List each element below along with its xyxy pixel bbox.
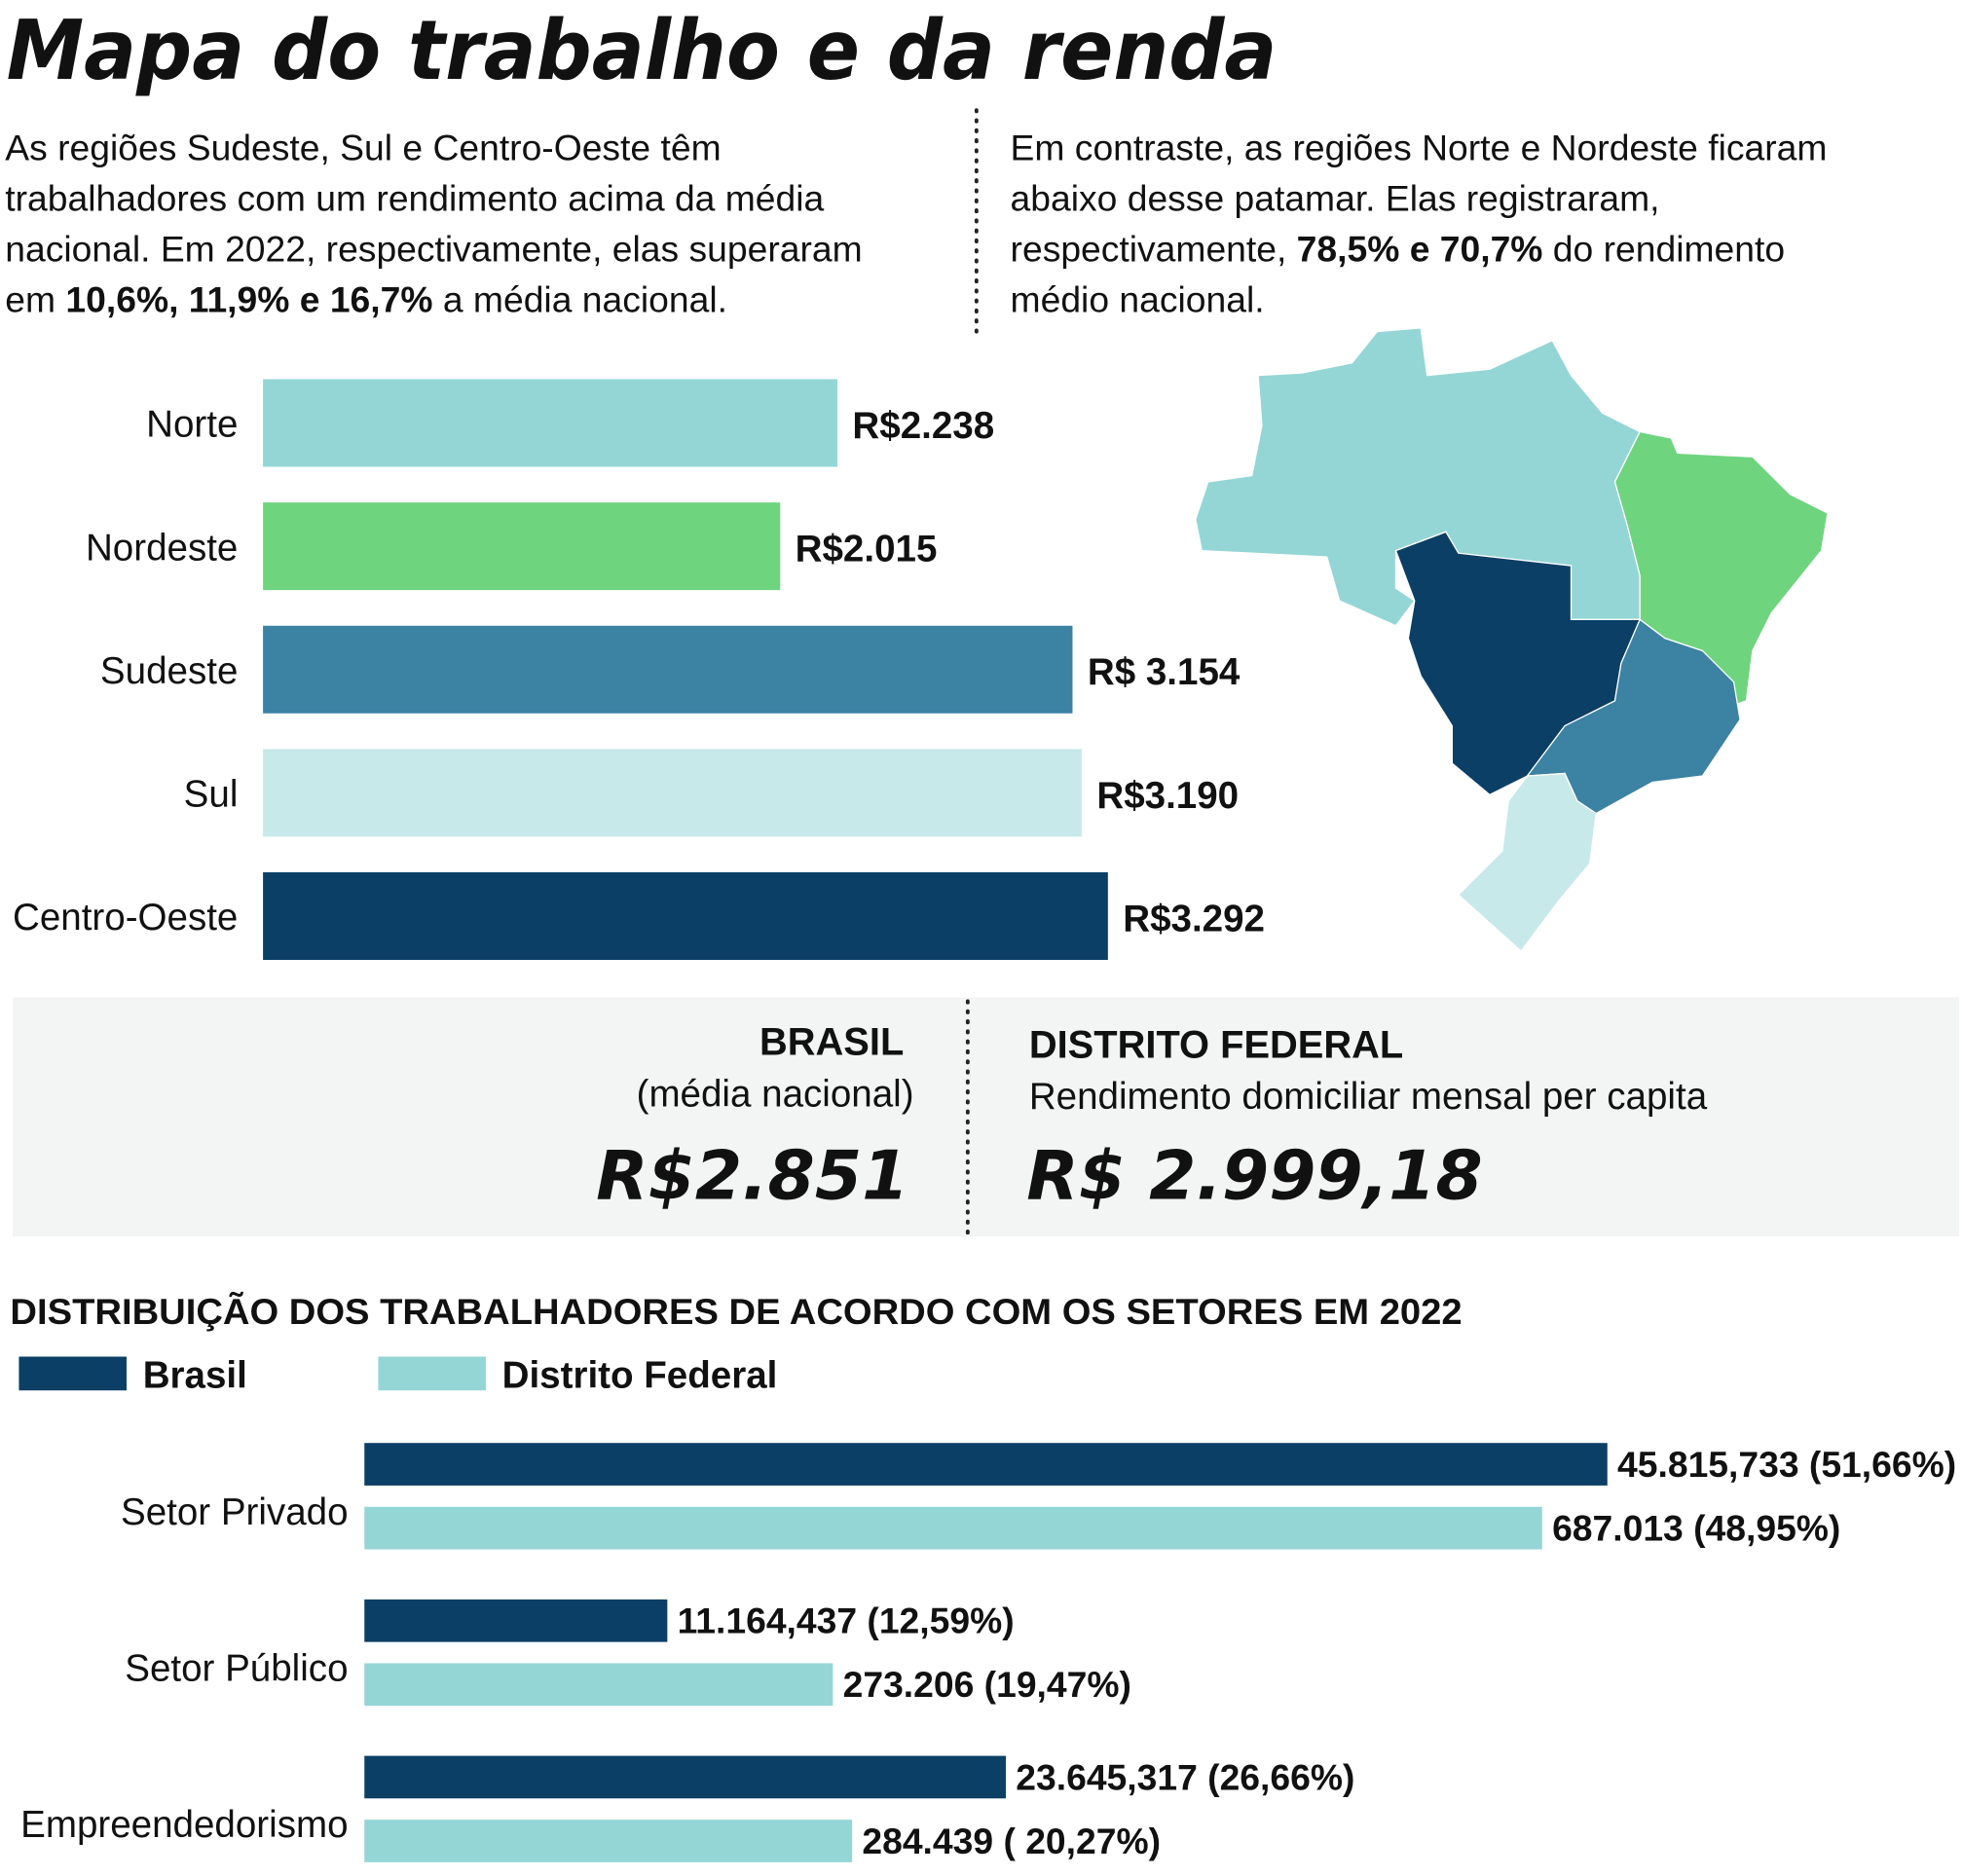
summary-label: BRASIL	[759, 1021, 904, 1064]
bar	[263, 749, 1082, 837]
bar	[364, 1443, 1608, 1486]
summary-value: R$ 2.999,18	[1026, 1138, 1482, 1216]
value-label: R$ 3.154	[1088, 651, 1241, 693]
paragraph-line: respectivamente, 78,5% e 70,7% do rendim…	[1011, 229, 1786, 270]
map	[1195, 327, 1829, 952]
value-label: 284.439 ( 20,27%)	[862, 1821, 1161, 1861]
category-label: Setor Privado	[121, 1491, 349, 1533]
chart-title: DISTRIBUIÇÃO DOS TRABALHADORES DE ACORDO…	[10, 1291, 1462, 1332]
value-label: R$2.015	[796, 529, 938, 570]
text-run: Em contraste, as regiões Norte e Nordest…	[1011, 128, 1828, 168]
legend-swatch	[378, 1356, 486, 1391]
map-region	[1613, 430, 1829, 709]
text-run: a média nacional.	[432, 279, 726, 320]
intro: As regiões Sudeste, Sul e Centro-Oeste t…	[5, 128, 1827, 320]
value-label: 23.645,317 (26,66%)	[1016, 1756, 1354, 1797]
value-label: 45.815,733 (51,66%)	[1617, 1444, 1956, 1485]
paragraph-line: nacional. Em 2022, respectivamente, elas…	[5, 229, 862, 270]
text-run: abaixo desse patamar. Elas registraram,	[1011, 178, 1660, 219]
category-label: Norte	[146, 404, 238, 446]
text-run: respectivamente,	[1011, 229, 1297, 270]
paragraph-line: médio nacional.	[1011, 279, 1265, 320]
category-label: Centro-Oeste	[13, 897, 238, 938]
paragraph-line: Em contraste, as regiões Norte e Nordest…	[1011, 128, 1828, 168]
legend-swatch	[19, 1356, 127, 1391]
value-label: 11.164,437 (12,59%)	[678, 1600, 1015, 1641]
bar	[263, 625, 1073, 714]
bar	[364, 1755, 1007, 1799]
paragraph-line: As regiões Sudeste, Sul e Centro-Oeste t…	[5, 128, 721, 168]
value-label: R$3.292	[1123, 898, 1265, 939]
paragraph-line: em 10,6%, 11,9% e 16,7% a média nacional…	[5, 279, 727, 320]
bar	[263, 872, 1108, 960]
text-run: do rendimento	[1542, 229, 1785, 270]
value-label: R$2.238	[852, 405, 994, 447]
value-label: 273.206 (19,47%)	[843, 1664, 1131, 1705]
title: Mapa do trabalho e da renda	[7, 3, 1278, 99]
text-run: trabalhadores com um rendimento acima da…	[5, 178, 824, 219]
text-run: médio nacional.	[1011, 279, 1265, 320]
category-label: Sul	[184, 774, 239, 816]
value-label: R$3.190	[1096, 775, 1239, 817]
category-label: Empreendedorismo	[20, 1804, 348, 1846]
text-run: nacional. Em 2022, respectivamente, elas…	[5, 229, 862, 270]
category-label: Setor Público	[125, 1647, 348, 1689]
category-label: Nordeste	[86, 527, 238, 569]
value-label: 687.013 (48,95%)	[1552, 1507, 1840, 1548]
legend-label: Distrito Federal	[502, 1355, 778, 1397]
bar	[364, 1820, 853, 1862]
bar	[364, 1506, 1542, 1550]
text-run: As regiões Sudeste, Sul e Centro-Oeste t…	[5, 128, 721, 168]
bar	[364, 1663, 833, 1707]
summary-label: DISTRITO FEDERAL	[1029, 1023, 1403, 1066]
summary-box	[13, 997, 1959, 1237]
bar	[263, 379, 838, 467]
bar	[263, 502, 781, 591]
summary-value: R$2.851	[596, 1138, 908, 1216]
paragraph-line: abaixo desse patamar. Elas registraram,	[1011, 178, 1660, 219]
bold-text: 78,5% e 70,7%	[1297, 229, 1543, 270]
map-region	[1457, 772, 1597, 952]
summary-sublabel: Rendimento domiciliar mensal per capita	[1029, 1076, 1708, 1118]
paragraph-line: trabalhadores com um rendimento acima da…	[5, 178, 824, 219]
summary-sublabel: (média nacional)	[637, 1073, 914, 1115]
category-label: Sudeste	[100, 650, 238, 692]
bar	[364, 1599, 668, 1642]
legend-label: Brasil	[143, 1355, 247, 1397]
text-run: em	[5, 279, 65, 320]
bold-text: 10,6%, 11,9% e 16,7%	[65, 279, 432, 320]
